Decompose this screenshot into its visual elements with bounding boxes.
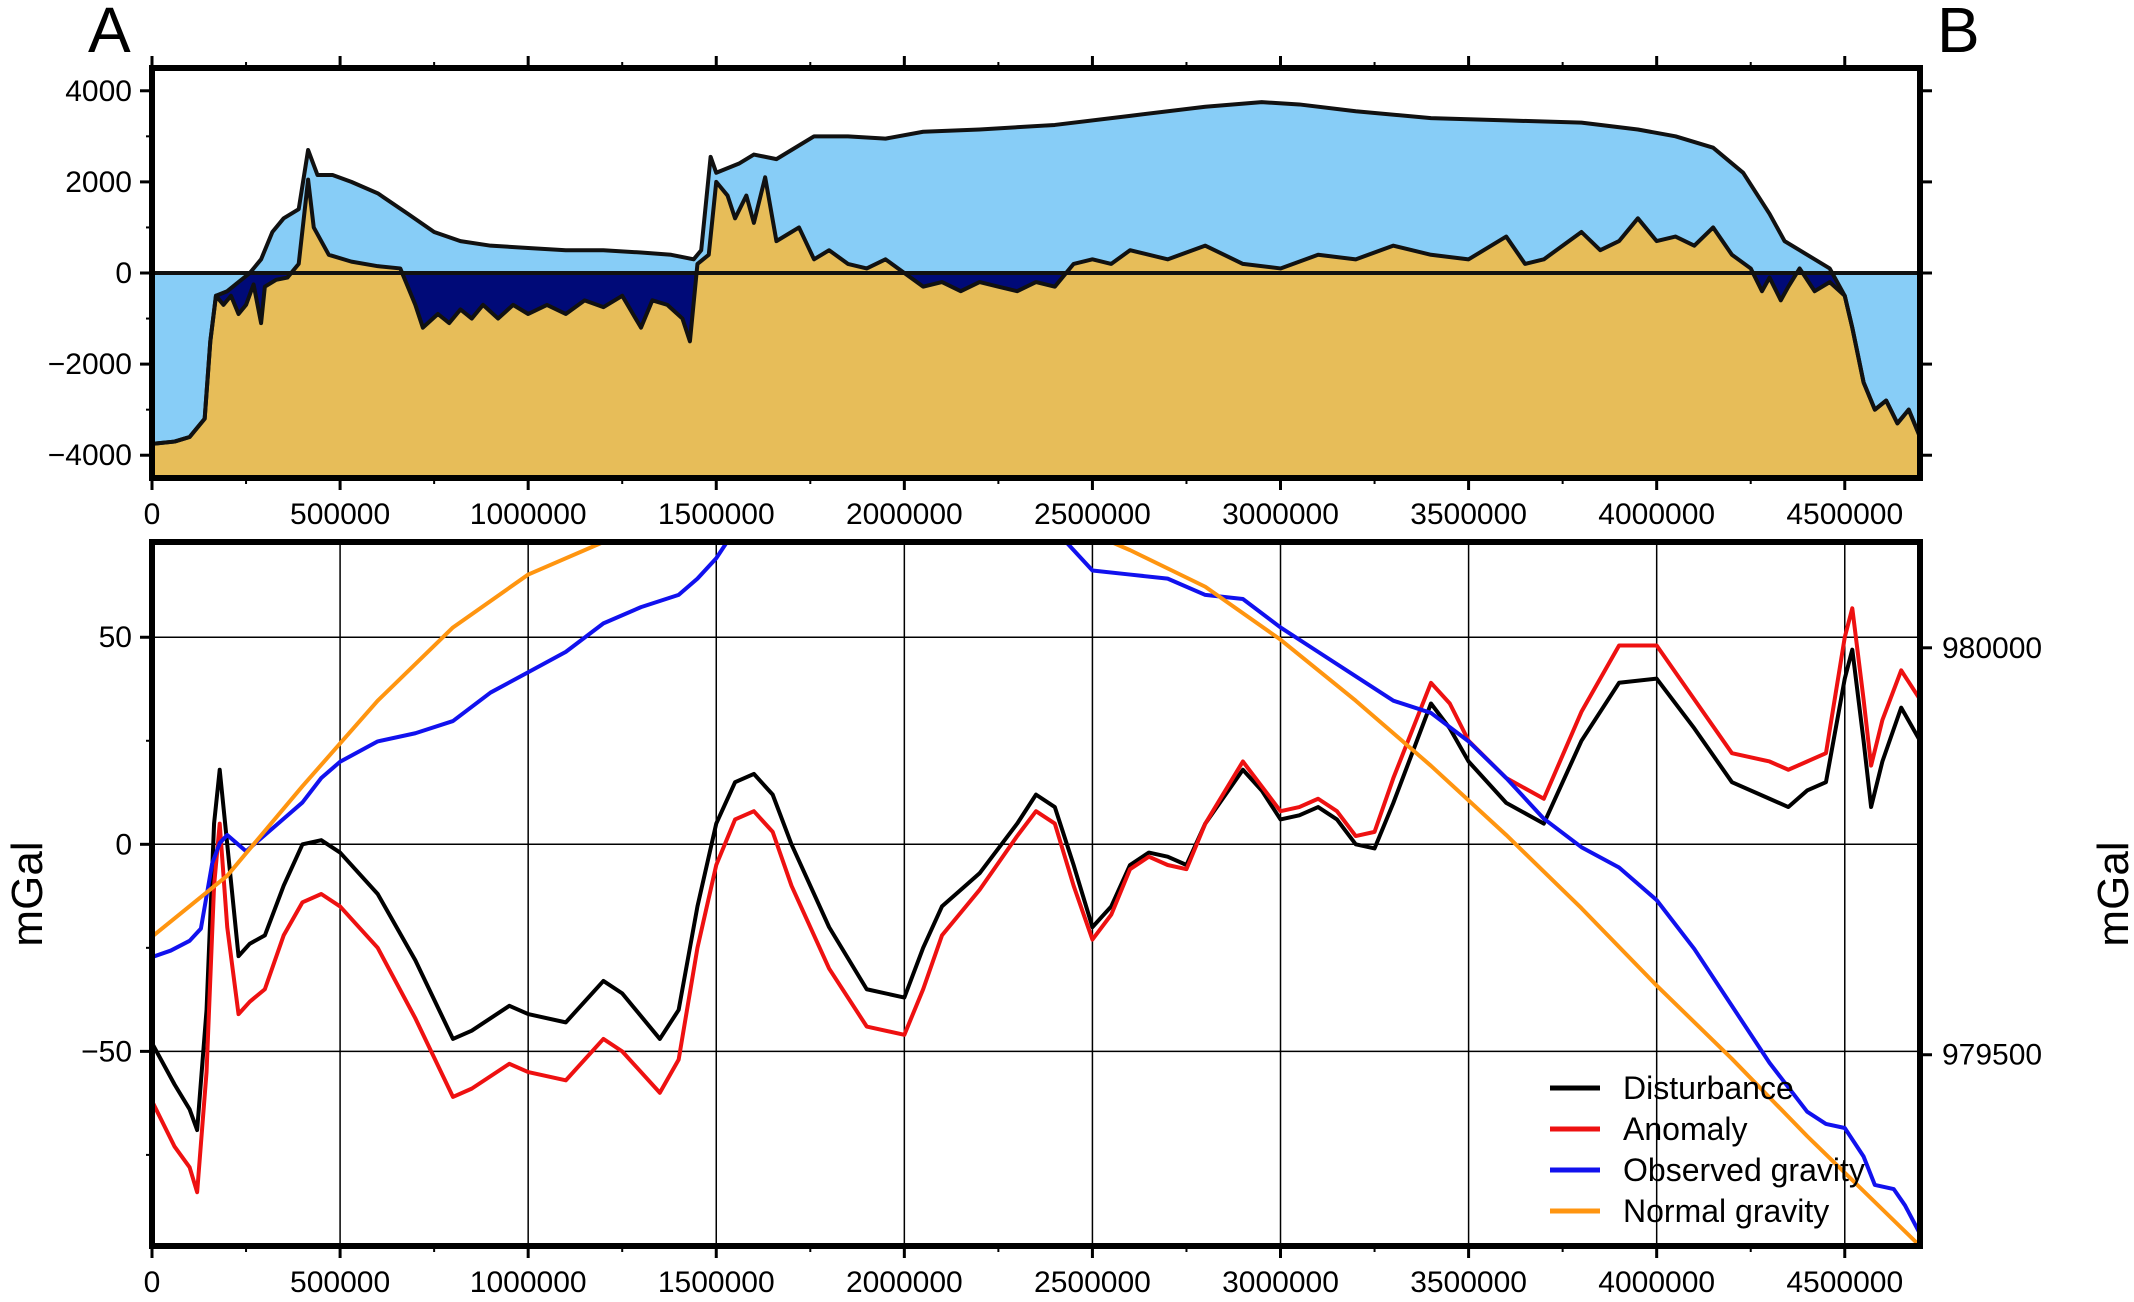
- legend-label: Observed gravity: [1623, 1152, 1865, 1188]
- legend-label: Disturbance: [1623, 1070, 1794, 1106]
- profile-end-label: B: [1937, 0, 1980, 66]
- y-axis-label-left: mGal: [3, 841, 52, 946]
- x-tick-label-gravity: 2500000: [1034, 1266, 1151, 1299]
- bedrock-surface-line: [152, 175, 1920, 446]
- topography-plot-area: [152, 100, 1920, 478]
- y-tick-label-gravity: 0: [115, 828, 132, 861]
- x-tick-label-gravity: 2000000: [846, 1266, 963, 1299]
- y-tick-label-topography: 4000: [65, 75, 132, 108]
- x-tick-label-topography: 2500000: [1034, 498, 1151, 531]
- y-tick-label-topography: −4000: [48, 439, 132, 472]
- gravity-panel: 50 0 −50 980000 979500 0 500000 1000000 1500000 2…: [3, 539, 2134, 1299]
- x-tick-label-topography: 0: [144, 498, 161, 531]
- series-line-anomaly: [152, 606, 1920, 1195]
- x-tick-label-topography: 1500000: [658, 498, 775, 531]
- x-tick-label-gravity: 3000000: [1222, 1266, 1339, 1299]
- x-tick-label-topography: 4000000: [1598, 498, 1715, 531]
- x-tick-label-gravity: 1500000: [658, 1266, 775, 1299]
- series-line-normal-gravity: [152, 542, 1920, 1246]
- x-tick-label-topography: 500000: [290, 498, 390, 531]
- topography-panel: 4000 2000 0 −2000 −4000 0 500000 1000000 1500000…: [48, 56, 1932, 531]
- gravity-series-area: [152, 542, 1920, 1246]
- series-line-disturbance: [152, 647, 1920, 1133]
- legend-label: Normal gravity: [1623, 1193, 1829, 1229]
- ice-surface-line: [152, 100, 1920, 446]
- y-tick-label-gravity: 50: [99, 621, 132, 654]
- x-tick-label-topography: 3500000: [1410, 498, 1527, 531]
- y-axis-label-right: mGal: [2089, 841, 2134, 946]
- y-tick-label-gravity: −50: [81, 1035, 132, 1068]
- y-right-tick-label-gravity: 979500: [1942, 1039, 2042, 1072]
- x-tick-label-topography: 4500000: [1786, 498, 1903, 531]
- profile-start-label: A: [88, 0, 131, 66]
- x-tick-label-topography: 1000000: [470, 498, 587, 531]
- x-tick-label-gravity: 0: [144, 1266, 161, 1299]
- bedrock-fill: [152, 177, 1920, 478]
- y-tick-label-topography: 2000: [65, 166, 132, 199]
- x-tick-label-topography: 3000000: [1222, 498, 1339, 531]
- series-line-observed-gravity: [152, 542, 1920, 1236]
- y-tick-label-topography: 0: [115, 257, 132, 290]
- x-tick-label-gravity: 4500000: [1786, 1266, 1903, 1299]
- x-tick-label-gravity: 3500000: [1410, 1266, 1527, 1299]
- y-tick-label-topography: −2000: [48, 348, 132, 381]
- x-tick-label-topography: 2000000: [846, 498, 963, 531]
- legend: Disturbance Anomaly Observed gravity Normal…: [1550, 1070, 1865, 1229]
- x-tick-label-gravity: 500000: [290, 1266, 390, 1299]
- x-tick-label-gravity: 4000000: [1598, 1266, 1715, 1299]
- x-tick-label-gravity: 1000000: [470, 1266, 587, 1299]
- gravity-frame: [149, 539, 1923, 1249]
- legend-label: Anomaly: [1623, 1111, 1748, 1147]
- y-right-tick-label-gravity: 980000: [1942, 632, 2042, 665]
